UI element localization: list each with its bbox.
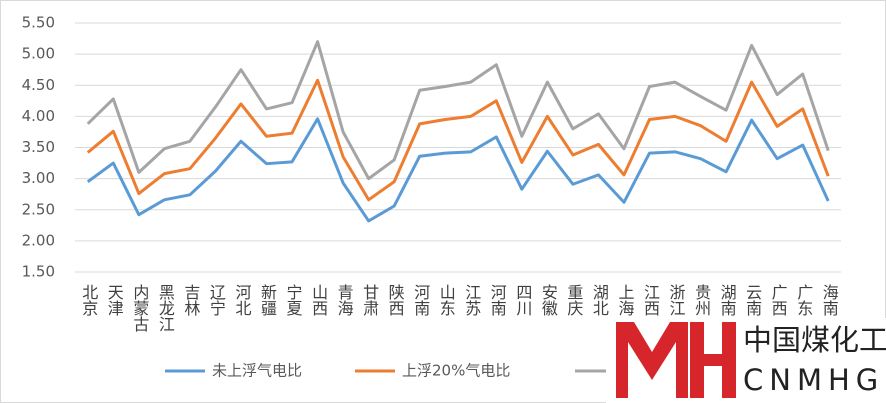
x-tick-label: 江西	[641, 284, 660, 316]
line-series	[86, 78, 830, 202]
x-tick-label: 安徽	[539, 284, 558, 316]
line-series	[86, 40, 830, 181]
x-tick-label: 重庆	[564, 284, 583, 316]
legend-label: 上浮20%气电比	[402, 362, 510, 380]
x-tick-label: 甘肃	[360, 284, 379, 316]
x-tick-label: 吉林	[181, 284, 200, 316]
x-tick-label: 四川	[513, 284, 532, 316]
logo-subtitle: CNMHG	[743, 363, 884, 397]
y-tick-label: 2.00	[22, 231, 55, 249]
x-tick-label: 海南	[820, 284, 839, 316]
logo: 中国煤化工 CNMHG	[606, 318, 886, 403]
x-tick-label: 上海	[615, 284, 634, 316]
y-tick-label: 4.00	[22, 107, 55, 125]
x-tick-label: 陕西	[386, 284, 405, 316]
x-tick-label: 辽宁	[207, 284, 226, 316]
x-tick-label: 山东	[437, 284, 456, 316]
x-tick-label: 湖北	[590, 284, 609, 316]
logo-m	[616, 322, 688, 398]
x-tick-label: 贵州	[692, 284, 711, 316]
legend-label: 未上浮气电比	[212, 362, 302, 380]
x-tick-label: 宁夏	[284, 284, 303, 316]
y-tick-label: 2.50	[22, 200, 55, 218]
x-tick-label: 广东	[794, 284, 813, 316]
y-tick-label: 3.00	[22, 169, 55, 187]
x-tick-label: 浙江	[667, 284, 686, 316]
x-tick-label: 青海	[335, 284, 354, 316]
x-tick-label: 河南	[488, 284, 507, 316]
x-tick-label: 山西	[309, 284, 328, 316]
x-tick-label: 新疆	[258, 284, 277, 316]
x-tick-label: 河北	[232, 284, 251, 316]
x-tick-label: 河南	[411, 284, 430, 316]
y-tick-label: 1.50	[22, 263, 55, 281]
x-tick-label: 湖南	[718, 284, 737, 316]
y-tick-label: 5.00	[22, 45, 55, 63]
y-tick-label: 5.50	[22, 14, 55, 32]
x-tick-label: 黑龙江	[156, 284, 175, 332]
y-tick-label: 3.50	[22, 138, 55, 156]
logo-h	[690, 322, 736, 398]
x-tick-label: 广西	[769, 284, 788, 316]
x-tick-label: 内蒙古	[130, 284, 149, 332]
line-series	[86, 117, 830, 223]
x-tick-label: 云南	[743, 284, 762, 316]
x-tick-label: 北京	[79, 284, 98, 317]
logo-title: 中国煤化工	[743, 323, 886, 357]
x-tick-label: 江苏	[462, 284, 481, 317]
y-tick-label: 4.50	[22, 76, 55, 94]
x-tick-label: 天津	[105, 284, 124, 316]
